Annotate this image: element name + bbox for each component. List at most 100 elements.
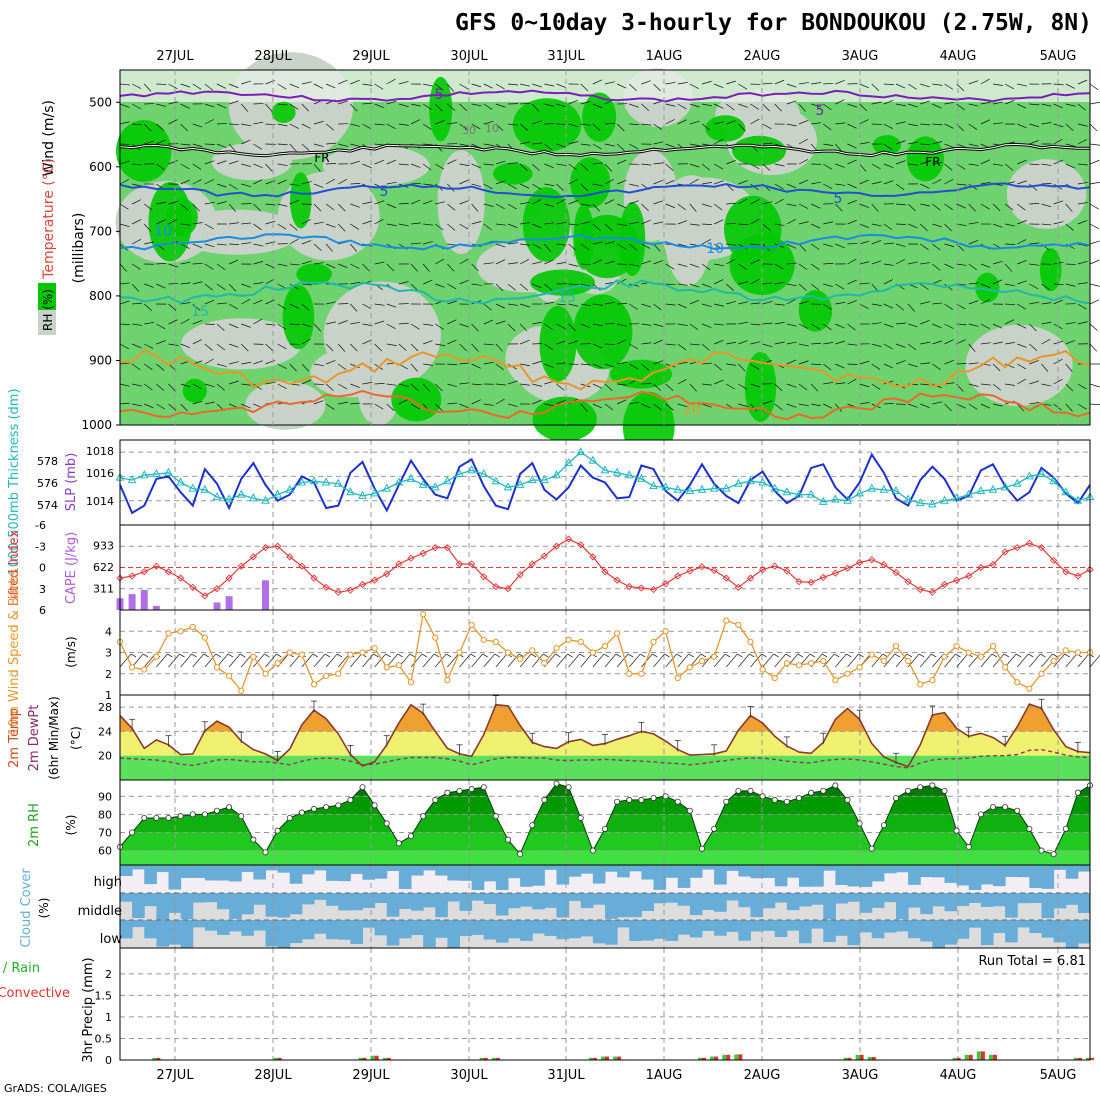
rh2m-marker (615, 799, 620, 804)
wind-barb (1090, 384, 1100, 387)
cape-tick-label: 622 (93, 561, 114, 574)
wind10-marker (1015, 680, 1020, 685)
minmax-axis-label: (6hr Min/Max) (47, 696, 61, 780)
cloud-middle-bar (532, 893, 545, 909)
wind10-marker (566, 637, 571, 642)
wind10-marker (833, 678, 838, 683)
cloud-high-bar (690, 865, 703, 878)
temp-units-label: (°C) (69, 726, 83, 750)
rh2m-marker (408, 833, 413, 838)
wind-barb (1090, 84, 1098, 90)
cloud-high-bar (278, 865, 291, 873)
wind10-marker (408, 680, 413, 685)
wind10-tick-label: 1 (105, 689, 112, 702)
cloud-middle-bar (472, 893, 485, 901)
cloud-low-bar (193, 920, 206, 927)
cloud-high-bar (872, 865, 885, 881)
rh-moist-area (290, 172, 311, 228)
cloud-middle-bar (557, 893, 570, 917)
rh2m-marker (554, 781, 559, 786)
rh2m-marker (978, 812, 983, 817)
wind10-marker (214, 665, 219, 670)
cloud-high-bar (411, 865, 424, 876)
cloud-middle-bar (751, 893, 764, 917)
rh-moist-area (523, 187, 570, 261)
cloud-high-bar (848, 865, 861, 886)
wind-barb (1090, 344, 1097, 351)
rh-moist-area (149, 182, 192, 261)
cloud-middle-bar (569, 893, 582, 901)
cloud-low-bar (1029, 920, 1042, 933)
wind10-marker (978, 654, 983, 659)
wind10-marker (821, 658, 826, 663)
cloud-high-bar (1017, 865, 1030, 877)
precip-conv-bar (1090, 1058, 1094, 1060)
cloud-middle-bar (144, 893, 157, 906)
wind10-marker (324, 673, 329, 678)
cloud-high-bar (1005, 865, 1018, 877)
rh2m-marker (384, 821, 389, 826)
rh2m-marker (590, 848, 595, 853)
rh2m-marker (493, 814, 498, 819)
rh2m-marker (809, 790, 814, 795)
cloud-low-bar (957, 920, 970, 939)
rh-moist-area (570, 157, 610, 208)
cloud-low-bar (1066, 920, 1079, 948)
cloud-high-bar (314, 865, 327, 870)
cloud-high-bar (266, 865, 279, 870)
cloud-middle-bar (447, 893, 460, 902)
isotherm-label: 5 (834, 191, 843, 207)
cloud-middle-bar (787, 893, 800, 910)
li-tick-label: -6 (35, 519, 46, 532)
wind-barb (1090, 160, 1099, 164)
wind10-marker (299, 652, 304, 657)
bottom-date-label: 2AUG (744, 1068, 781, 1083)
precip-tick-label: 0 (105, 1054, 112, 1067)
cloud-middle-bar (957, 893, 970, 906)
wind10-marker (227, 673, 232, 678)
wind10-marker (869, 652, 874, 657)
cloud-high-bar (1066, 865, 1079, 879)
cloud-high-bar (920, 865, 933, 877)
cloud-low-bar (156, 920, 169, 947)
top-date-label: 28JUL (254, 49, 292, 64)
cloud-middle-bar (1066, 893, 1079, 905)
cloud-middle-bar (363, 893, 376, 908)
cloud-high-bar (399, 865, 412, 889)
thickness-tick-label: 578 (37, 455, 58, 468)
rh2m-marker (602, 826, 607, 831)
rh2m-marker (760, 794, 765, 799)
bottom-date-label: 28JUL (254, 1068, 292, 1083)
cloud-low-bar (314, 920, 327, 934)
cloud-low-bar (617, 920, 630, 927)
rh2m-marker (469, 786, 474, 791)
wind10-marker (469, 622, 474, 627)
cloud-middle-bar (738, 893, 751, 907)
cloud-layer-label: high (94, 875, 122, 890)
rh2m-marker (142, 815, 147, 820)
rh2m-marker (336, 803, 341, 808)
wind10-marker (724, 618, 729, 623)
cloud-middle-bar (690, 893, 703, 915)
rh2m-marker (724, 799, 729, 804)
rh2m-marker (311, 806, 316, 811)
rh2m-marker (214, 808, 219, 813)
rh2m-marker (699, 846, 704, 851)
wind10-marker (505, 650, 510, 655)
wind10-marker (1039, 671, 1044, 676)
isotherm-label: 20 (683, 402, 701, 418)
cloud-middle-bar (678, 893, 691, 906)
cloud-low-bar (326, 920, 339, 939)
wind10-marker (796, 663, 801, 668)
cloud-high-bar (1042, 865, 1055, 889)
cloud-middle-bar (908, 893, 921, 908)
wind10-marker (202, 635, 207, 640)
cloud-high-bar (144, 865, 157, 884)
cloud-high-bar (496, 865, 509, 890)
wind10-marker (1051, 658, 1056, 663)
precip-conv-bar (981, 1051, 985, 1060)
cloud-high-bar (1054, 865, 1067, 870)
wind10-marker (239, 688, 244, 693)
rh2m-marker (990, 805, 995, 810)
cloud-high-bar (484, 865, 497, 881)
